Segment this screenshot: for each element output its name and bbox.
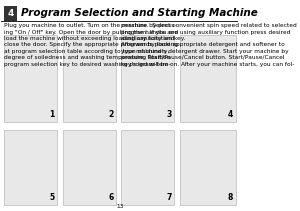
Text: perature.  Select convenient spin speed related to selected
program. If you are : perature. Select convenient spin speed r… <box>121 23 297 67</box>
Text: 5: 5 <box>50 193 55 202</box>
Text: 4: 4 <box>228 110 233 119</box>
Bar <box>63 35 116 122</box>
Bar <box>121 35 174 122</box>
Text: 3: 3 <box>167 110 172 119</box>
FancyBboxPatch shape <box>4 5 17 21</box>
Bar <box>180 130 236 206</box>
Bar <box>121 130 174 206</box>
Text: 4: 4 <box>7 9 14 18</box>
Text: 6: 6 <box>109 193 114 202</box>
Text: 2: 2 <box>109 110 114 119</box>
Bar <box>4 35 57 122</box>
Bar <box>180 35 236 122</box>
Text: 13: 13 <box>116 204 123 208</box>
Bar <box>4 130 57 206</box>
Text: Program Selection and Starting Machine: Program Selection and Starting Machine <box>22 8 258 19</box>
Text: 1: 1 <box>50 110 55 119</box>
Text: 8: 8 <box>228 193 233 202</box>
Text: 7: 7 <box>166 193 172 202</box>
Bar <box>63 130 116 206</box>
Text: Plug you machine to outlet. Turn on the machine by press-
ing "On / Off" key. Op: Plug you machine to outlet. Turn on the … <box>4 23 178 67</box>
